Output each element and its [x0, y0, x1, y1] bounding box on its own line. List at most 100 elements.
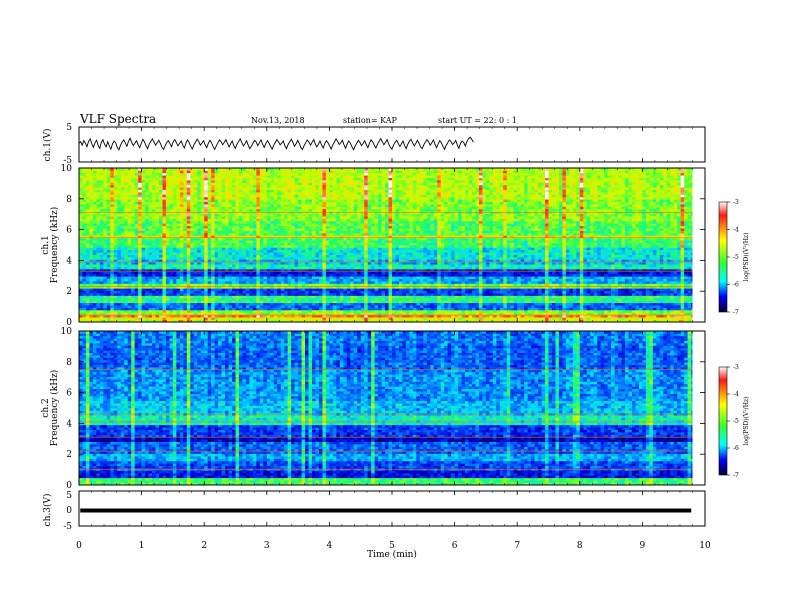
spectrogram-cell	[625, 307, 629, 311]
spectrogram-cell	[471, 314, 476, 318]
spectrogram-cell	[468, 300, 473, 304]
spectrogram-cell	[548, 319, 553, 322]
spectrogram-cell	[548, 309, 553, 313]
spectrogram-cell	[673, 295, 678, 299]
spectrogram-cell	[638, 288, 643, 292]
spectrogram-cell	[430, 273, 435, 277]
spectrogram-cell	[638, 257, 643, 260]
spectrogram-cell	[225, 314, 229, 318]
spectrogram-cell	[329, 312, 334, 316]
spectrogram-cell	[350, 295, 355, 299]
spectrogram-cell	[659, 285, 664, 289]
spectrogram-cell	[600, 269, 605, 272]
spectrogram-cell	[298, 261, 302, 265]
spectrogram-cell	[291, 293, 295, 296]
spectrogram-cell	[614, 302, 619, 306]
spectrogram-cell	[628, 317, 633, 320]
spectrogram-cell	[590, 269, 595, 272]
spectrogram-cell	[367, 264, 372, 267]
spectrogram-cell	[298, 312, 302, 316]
spectrogram-cell	[531, 300, 535, 304]
spectrogram-cell	[631, 257, 636, 260]
spectrogram-cell	[322, 293, 327, 296]
spectrogram-cell	[287, 300, 292, 304]
spectrogram-cell	[336, 307, 341, 311]
spectrogram-cell	[378, 257, 382, 260]
spectrogram-cell	[92, 266, 97, 270]
spectrogram-cell	[419, 269, 424, 272]
spectrogram-cell	[207, 259, 212, 263]
spectrogram-cell	[308, 276, 313, 279]
spectrogram-cell	[325, 276, 330, 279]
spectrogram-cell	[583, 288, 588, 292]
spectrogram-cell	[214, 307, 219, 311]
spectrogram-cell	[506, 278, 511, 282]
spectrogram-cell	[412, 278, 417, 282]
spectrogram-cell	[79, 288, 83, 292]
spectrogram-cell	[103, 309, 108, 313]
spectrogram-cell	[280, 288, 285, 292]
spectrogram-cell	[329, 319, 334, 322]
spectrogram-cell	[541, 276, 546, 279]
spectrogram-cell	[99, 285, 104, 289]
spectrogram-cell	[305, 307, 309, 311]
spectrogram-cell	[263, 278, 268, 282]
spectrogram-cell	[680, 283, 685, 287]
spectrogram-cell	[280, 285, 285, 289]
spectrogram-cell	[214, 271, 219, 275]
spectrogram-cell	[604, 307, 608, 311]
spectrogram-cell	[218, 309, 222, 313]
spectrogram-cell	[635, 259, 640, 263]
spectrogram-cell	[548, 307, 553, 311]
spectrogram-cell	[444, 295, 448, 299]
spectrogram-cell	[103, 300, 108, 304]
spectrogram-cell	[242, 314, 247, 318]
spectrogram-cell	[176, 273, 181, 277]
spectrogram-cell	[451, 257, 455, 260]
spectrogram-cell	[225, 259, 229, 263]
spectrogram-cell	[388, 300, 393, 304]
spectrogram-cell	[197, 300, 202, 304]
spectrogram-cell	[145, 312, 149, 316]
spectrogram-cell	[569, 278, 574, 282]
spectrogram-cell	[631, 261, 636, 265]
spectrogram-cell	[468, 305, 473, 308]
spectrogram-cell	[79, 283, 83, 287]
spectrogram-cell	[106, 269, 111, 272]
spectrogram-cell	[398, 273, 403, 277]
spectrogram-cell	[555, 276, 560, 279]
spectrogram-cell	[590, 264, 595, 267]
spectrogram-cell	[471, 266, 476, 270]
spectrogram-cell	[252, 276, 257, 279]
spectrogram-cell	[298, 288, 302, 292]
spectrogram-cell	[562, 314, 567, 318]
spectrogram-cell	[350, 293, 355, 296]
spectrogram-cell	[565, 290, 570, 294]
spectrogram-cell	[190, 257, 195, 260]
spectrogram-cell	[471, 278, 476, 282]
spectrogram-cell	[659, 317, 664, 320]
spectrogram-cell	[214, 288, 219, 292]
spectrogram-cell	[256, 290, 261, 294]
spectrogram-cell	[520, 283, 525, 287]
spectrogram-cell	[680, 276, 685, 279]
spectrogram-cell	[433, 271, 438, 275]
spectrogram-cell	[131, 283, 135, 287]
spectrogram-cell	[471, 307, 476, 311]
spectrogram-cell	[308, 309, 313, 313]
spectrogram-cell	[350, 297, 355, 301]
spectrogram-cell	[635, 261, 640, 265]
spectrogram-cell	[433, 302, 438, 306]
spectrogram-cell	[207, 281, 212, 284]
spectrogram-cell	[440, 305, 445, 308]
spectrogram-cell	[534, 273, 539, 277]
spectrogram-cell	[357, 312, 361, 316]
spectrogram-cell	[183, 297, 188, 301]
spectrogram-cell	[162, 307, 167, 311]
spectrogram-cell	[590, 290, 595, 294]
spectrogram-cell	[357, 314, 361, 318]
spectrogram-cell	[367, 254, 372, 258]
spectrogram-cell	[79, 290, 83, 294]
spectrogram-cell	[506, 264, 511, 267]
spectrogram-cell	[339, 285, 344, 289]
